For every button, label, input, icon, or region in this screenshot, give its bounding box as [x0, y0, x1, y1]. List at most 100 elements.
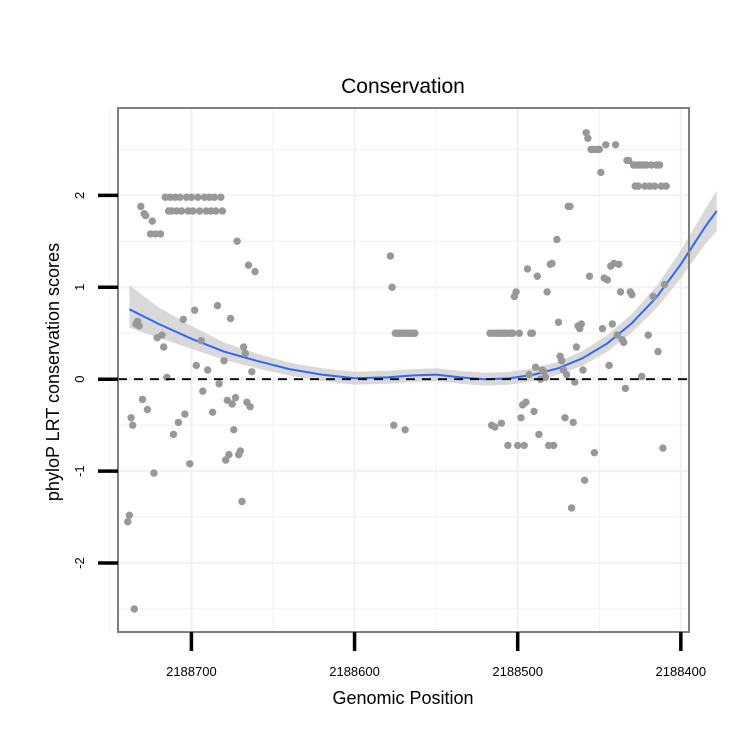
- data-point: [624, 156, 633, 165]
- data-point: [169, 430, 178, 439]
- data-point: [553, 235, 561, 244]
- data-point: [230, 426, 238, 434]
- data-point: [217, 193, 225, 201]
- data-point: [517, 414, 525, 422]
- x-axis-title: Genomic Position: [332, 688, 473, 708]
- data-point: [497, 419, 506, 427]
- data-point: [608, 320, 616, 328]
- data-point: [239, 343, 248, 351]
- data-point: [125, 511, 134, 519]
- data-point: [222, 456, 230, 464]
- data-point: [228, 400, 236, 408]
- data-point: [150, 469, 158, 477]
- y-tick-label: -2: [72, 557, 87, 569]
- y-axis: 2 1 0 -1 -2: [72, 192, 118, 569]
- data-point: [598, 324, 607, 333]
- x-tick-label: 2188700: [166, 664, 217, 679]
- data-point: [567, 504, 576, 512]
- data-point: [231, 393, 240, 402]
- data-point: [238, 497, 246, 506]
- data-point: [558, 357, 566, 365]
- data-point: [655, 161, 664, 169]
- data-point: [515, 329, 523, 337]
- data-point: [195, 207, 204, 215]
- data-point: [595, 145, 603, 154]
- x-tick-label: 2188500: [492, 664, 543, 679]
- data-point: [246, 403, 254, 411]
- x-tick-label: 2188600: [329, 664, 380, 679]
- data-point: [129, 421, 137, 429]
- data-point: [210, 193, 218, 201]
- data-point: [580, 476, 589, 484]
- data-point: [651, 182, 659, 190]
- data-point: [535, 430, 543, 439]
- data-point: [181, 410, 189, 418]
- data-point: [390, 421, 398, 429]
- data-point: [411, 329, 419, 337]
- data-point: [401, 426, 409, 434]
- data-point: [613, 331, 621, 339]
- data-point: [226, 314, 235, 323]
- data-point: [208, 408, 217, 416]
- data-point: [569, 418, 577, 427]
- data-point: [236, 447, 245, 455]
- y-tick-label: 2: [72, 192, 87, 199]
- data-point: [386, 252, 395, 260]
- data-point: [577, 320, 585, 328]
- data-point: [148, 217, 156, 225]
- data-point: [634, 182, 643, 190]
- data-point: [571, 378, 579, 386]
- data-point: [514, 441, 522, 450]
- data-point: [199, 387, 207, 395]
- data-point: [621, 384, 630, 393]
- data-point: [137, 202, 145, 211]
- data-points-layer: [124, 129, 670, 613]
- data-point: [215, 380, 223, 388]
- data-point: [649, 292, 657, 301]
- data-point: [561, 414, 569, 422]
- data-point: [602, 141, 610, 149]
- data-point: [194, 193, 202, 201]
- data-point: [644, 331, 652, 339]
- data-point: [127, 414, 135, 422]
- y-tick-label: -1: [72, 465, 87, 477]
- data-point: [615, 260, 623, 268]
- data-point: [509, 329, 517, 337]
- data-point: [584, 134, 592, 142]
- data-point: [179, 315, 187, 324]
- data-point: [530, 407, 538, 416]
- data-point: [158, 331, 166, 339]
- data-point: [638, 372, 646, 381]
- data-point: [204, 366, 212, 374]
- data-point: [491, 423, 499, 431]
- data-point: [189, 207, 197, 215]
- data-point: [525, 370, 533, 379]
- data-point: [572, 343, 581, 351]
- y-axis-title: phyloP LRT conservation scores: [43, 243, 63, 501]
- data-point: [603, 276, 612, 284]
- panel-border: [117, 107, 690, 633]
- data-point: [187, 193, 196, 201]
- data-point: [138, 395, 147, 404]
- y-tick-label: 0: [72, 376, 87, 383]
- data-point: [176, 193, 184, 201]
- data-point: [554, 318, 563, 326]
- data-point: [512, 288, 520, 296]
- data-point: [531, 363, 540, 371]
- data-point: [251, 267, 259, 276]
- data-point: [192, 361, 200, 370]
- data-point: [520, 441, 528, 450]
- data-point: [590, 449, 599, 457]
- y-tick-label: 1: [72, 284, 87, 291]
- smooth-line-layer: [128, 210, 718, 381]
- panel-border-layer: [117, 107, 690, 633]
- data-point: [248, 368, 256, 376]
- data-point: [177, 207, 186, 215]
- data-point: [212, 207, 220, 215]
- data-point: [197, 336, 205, 345]
- data-point: [597, 168, 605, 177]
- data-point: [585, 272, 594, 280]
- data-point: [566, 202, 574, 211]
- data-point: [579, 366, 587, 374]
